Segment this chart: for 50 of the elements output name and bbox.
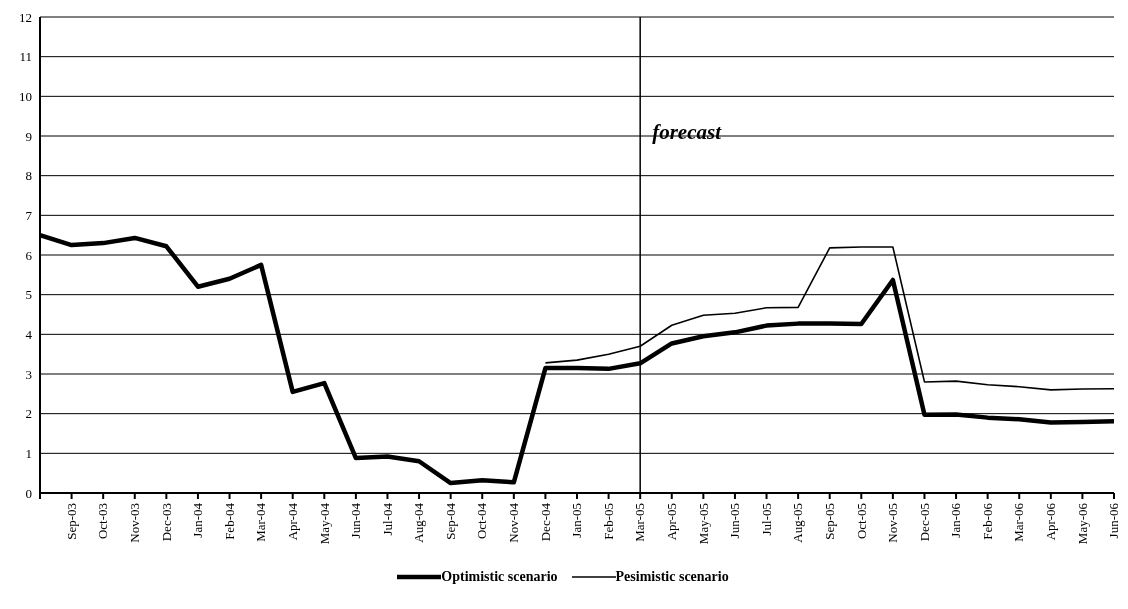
- x-tick-label: Jun-05: [727, 503, 743, 539]
- x-tick-label: Oct-03: [95, 503, 111, 540]
- x-tick-label: May-06: [1074, 502, 1090, 545]
- x-tick-label: Apr-04: [284, 502, 300, 541]
- x-tick-label: Mar-06: [1011, 502, 1027, 542]
- ref-line-label: forecast: [652, 119, 723, 144]
- x-tick-label: Apr-06: [1043, 502, 1059, 541]
- x-tick-label: Dec-05: [916, 503, 932, 542]
- x-tick-label: Jun-06: [1106, 502, 1122, 539]
- y-tick-label: 4: [25, 326, 33, 342]
- y-tick-label: 8: [25, 168, 32, 184]
- x-tick-label: May-04: [316, 502, 332, 545]
- x-tick-label: Feb-05: [600, 503, 616, 540]
- x-tick-label: Apr-05: [663, 503, 679, 541]
- x-tick-label: Nov-05: [885, 503, 901, 543]
- x-tick-label: May-05: [695, 503, 711, 545]
- y-tick-label: 7: [25, 207, 33, 223]
- x-tick-label: Dec-04: [537, 502, 553, 542]
- x-tick-label: Sep-03: [63, 503, 79, 540]
- y-tick-label: 9: [25, 128, 32, 144]
- x-tick-label: Nov-04: [506, 502, 522, 543]
- x-tick-label: Feb-04: [221, 502, 237, 540]
- x-tick-label: Jul-04: [379, 502, 395, 536]
- legend-label: Optimistic scenario: [441, 569, 558, 585]
- x-tick-label: Oct-04: [474, 502, 490, 540]
- x-tick-label: Mar-05: [632, 503, 648, 542]
- x-tick-label: Jan-05: [569, 503, 585, 538]
- x-tick-label: Jun-04: [348, 502, 364, 539]
- y-tick-label: 11: [19, 49, 32, 65]
- y-tick-label: 12: [19, 9, 32, 25]
- legend-label: Pesimistic scenario: [615, 569, 729, 585]
- y-tick-label: 0: [25, 485, 32, 501]
- y-tick-label: 5: [25, 287, 32, 303]
- x-tick-label: Aug-05: [790, 503, 806, 543]
- x-tick-label: Jan-06: [948, 502, 964, 538]
- x-tick-label: Feb-06: [979, 502, 995, 540]
- x-tick-label: Oct-05: [853, 503, 869, 540]
- y-tick-label: 10: [19, 88, 32, 104]
- x-tick-label: Sep-04: [442, 502, 458, 540]
- x-tick-label: Aug-04: [411, 502, 427, 543]
- x-tick-label: Jul-05: [758, 503, 774, 536]
- y-tick-label: 2: [25, 406, 32, 422]
- x-tick-label: Nov-03: [126, 503, 142, 543]
- y-tick-label: 1: [25, 445, 32, 461]
- x-tick-label: Sep-05: [821, 503, 837, 540]
- x-tick-label: Mar-04: [253, 502, 269, 542]
- y-tick-label: 3: [25, 366, 32, 382]
- y-tick-label: 6: [25, 247, 33, 263]
- x-tick-label: Dec-03: [158, 503, 174, 542]
- x-tick-label: Jan-04: [190, 502, 206, 538]
